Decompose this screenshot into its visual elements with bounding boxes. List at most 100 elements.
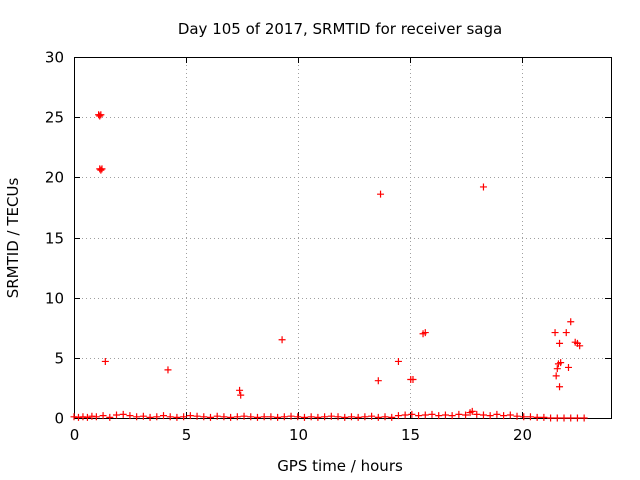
data-point <box>576 342 584 350</box>
data-point <box>506 411 514 419</box>
y-tick-label: 25 <box>45 109 64 127</box>
data-point <box>435 412 443 420</box>
data-point <box>200 413 208 421</box>
data-point <box>468 407 476 415</box>
data-point <box>374 413 382 421</box>
data-point <box>564 363 572 371</box>
data-point <box>361 413 369 421</box>
data-point <box>321 413 329 421</box>
data-point <box>260 413 268 421</box>
data-point <box>287 412 295 420</box>
data-point <box>236 386 244 394</box>
data-point <box>409 375 417 383</box>
y-tick-label: 15 <box>45 230 64 248</box>
tick-layer: 0 5 10 15 20 0 5 10 15 20 25 30 <box>45 49 611 444</box>
data-point <box>473 410 481 418</box>
data-point <box>267 413 275 421</box>
data-point <box>253 413 261 421</box>
data-point <box>126 412 134 420</box>
x-axis-label: GPS time / hours <box>277 457 403 475</box>
data-point <box>540 413 548 421</box>
y-tick-label: 5 <box>54 350 64 368</box>
data-point <box>368 412 376 420</box>
data-point <box>98 165 106 173</box>
data-point <box>193 412 201 420</box>
data-point <box>274 413 282 421</box>
data-point <box>96 112 104 120</box>
data-point <box>479 411 487 419</box>
data-point <box>173 413 181 421</box>
data-point <box>553 365 561 373</box>
data-point <box>240 412 248 420</box>
data-point <box>394 357 402 365</box>
points-layer <box>70 111 588 422</box>
data-point <box>119 410 127 418</box>
data-point <box>573 414 581 422</box>
data-point <box>166 413 174 421</box>
data-point <box>560 414 568 422</box>
data-point <box>278 336 286 344</box>
data-point <box>394 412 402 420</box>
chart-title: Day 105 of 2017, SRMTID for receiver sag… <box>178 20 502 38</box>
data-point <box>300 413 308 421</box>
data-point <box>186 412 194 420</box>
y-axis-label: SRMTID / TECUs <box>4 178 22 299</box>
data-point <box>556 383 564 391</box>
data-point <box>374 377 382 385</box>
data-point <box>580 414 588 422</box>
data-point <box>160 412 167 420</box>
data-point <box>500 412 508 420</box>
data-point <box>408 410 416 418</box>
data-point <box>164 366 172 374</box>
data-point <box>388 413 396 421</box>
data-point <box>294 413 302 421</box>
x-tick-label: 15 <box>401 426 420 444</box>
data-point <box>146 413 154 421</box>
y-tick-label: 20 <box>45 169 64 187</box>
x-tick-label: 10 <box>289 426 308 444</box>
data-point <box>334 413 342 421</box>
data-point <box>567 318 575 326</box>
data-point <box>556 339 564 347</box>
data-point <box>567 414 575 422</box>
data-point <box>88 412 96 420</box>
data-point <box>97 111 105 119</box>
data-point <box>180 413 188 421</box>
data-point <box>133 413 141 421</box>
data-point <box>327 412 335 420</box>
data-point <box>462 411 470 419</box>
data-point <box>428 410 436 418</box>
data-point <box>97 166 105 174</box>
data-point <box>106 413 114 421</box>
data-point <box>314 413 322 421</box>
data-point <box>401 411 409 419</box>
data-point <box>354 413 362 421</box>
data-point <box>479 183 487 191</box>
data-point <box>547 414 555 422</box>
data-point <box>448 412 456 420</box>
data-point <box>74 413 82 421</box>
data-point <box>562 329 570 337</box>
data-point <box>83 413 91 421</box>
data-point <box>213 412 221 420</box>
data-point <box>421 411 429 419</box>
data-point <box>233 413 241 421</box>
data-point <box>139 412 147 420</box>
data-point <box>101 357 109 365</box>
y-tick-label: 0 <box>54 410 64 428</box>
data-point <box>220 413 228 421</box>
data-point <box>237 391 245 399</box>
data-point <box>455 410 463 418</box>
data-point <box>79 413 87 421</box>
data-point <box>526 413 534 421</box>
data-point <box>347 413 355 421</box>
y-tick-label: 10 <box>45 290 64 308</box>
data-point <box>92 413 100 421</box>
data-point <box>153 413 161 421</box>
data-point <box>513 412 521 420</box>
data-point <box>307 413 315 421</box>
data-point <box>441 411 449 419</box>
x-tick-label: 20 <box>513 426 532 444</box>
data-point <box>486 412 494 420</box>
